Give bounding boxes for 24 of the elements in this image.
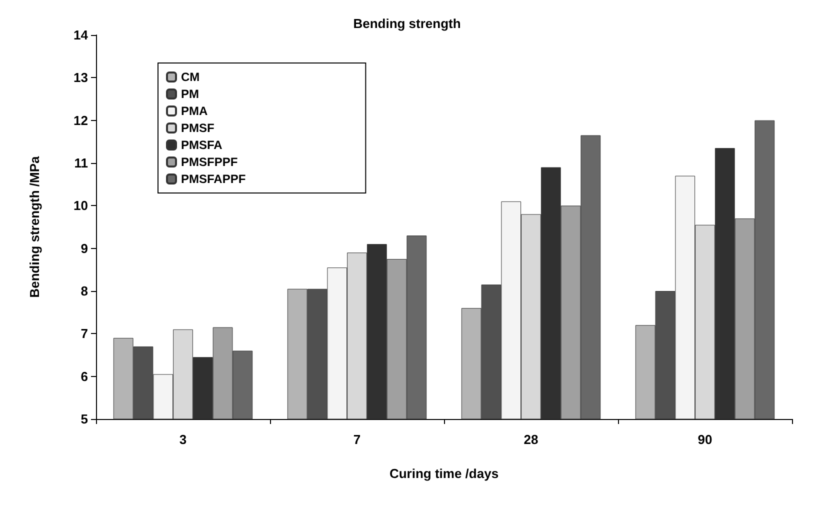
x-tick-label: 7: [353, 432, 361, 447]
y-tick-label: 6: [80, 368, 88, 384]
legend-label: PMSFPPF: [181, 155, 238, 169]
y-tick-label: 11: [74, 156, 88, 170]
y-tick-label: 13: [74, 70, 88, 86]
x-tick-label: 28: [524, 432, 538, 447]
x-axis-title: Curing time /days: [389, 466, 499, 481]
legend-label: PMA: [181, 104, 208, 118]
y-tick-label: 12: [74, 112, 88, 128]
chart-title: Bending strength: [353, 16, 461, 31]
legend-label: PMSFAPPF: [181, 172, 246, 186]
legend-label: PM: [181, 87, 200, 101]
y-tick-label: 10: [74, 198, 88, 214]
y-tick-label: 7: [80, 326, 88, 342]
legend-label: PMSF: [181, 121, 214, 135]
y-axis-title: Bending strength /MPa: [27, 155, 42, 298]
y-tick-label: 5: [80, 412, 88, 426]
x-tick-label: 90: [698, 432, 712, 447]
y-tick-label: 14: [74, 28, 89, 42]
y-tick-label: 9: [80, 240, 88, 256]
x-tick-label: 3: [179, 432, 187, 447]
legend-label: CM: [181, 70, 200, 84]
y-tick-label: 8: [80, 284, 88, 298]
legend-label: PMSFA: [181, 138, 223, 152]
